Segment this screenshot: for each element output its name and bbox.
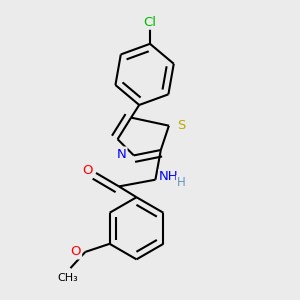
Text: O: O bbox=[70, 245, 81, 258]
Text: O: O bbox=[83, 164, 93, 177]
Text: S: S bbox=[177, 119, 185, 132]
Text: Cl: Cl bbox=[143, 16, 157, 29]
Text: CH₃: CH₃ bbox=[57, 273, 78, 283]
Text: H: H bbox=[177, 176, 185, 189]
Text: N: N bbox=[117, 148, 127, 160]
Text: NH: NH bbox=[159, 170, 179, 184]
